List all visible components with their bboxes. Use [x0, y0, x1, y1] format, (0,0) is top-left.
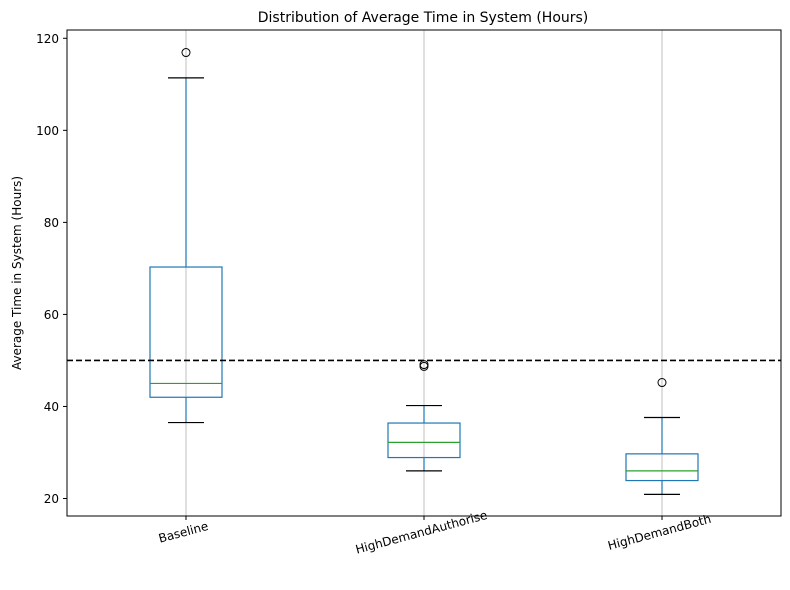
x-tick-label: HighDemandAuthorise — [354, 508, 489, 557]
box-group — [387, 360, 461, 472]
outlier-point — [181, 48, 191, 58]
y-tick-label: 40 — [44, 400, 59, 414]
y-tick-label: 60 — [44, 308, 59, 322]
box-group — [149, 48, 223, 424]
box-iqr — [387, 422, 461, 459]
box-iqr — [625, 453, 699, 482]
box-group — [625, 378, 699, 495]
grid-lines — [185, 30, 663, 516]
y-tick-label: 100 — [36, 124, 59, 138]
y-axis: 20 40 60 80 100 120 — [36, 32, 67, 506]
x-tick-label: Baseline — [157, 519, 210, 546]
y-axis-label: Average Time in System (Hours) — [10, 176, 24, 370]
x-axis: Baseline HighDemandAuthorise HighDemandBot… — [157, 508, 713, 557]
y-tick-label: 120 — [36, 32, 59, 46]
x-tick-label: HighDemandBoth — [606, 512, 712, 553]
box-series — [149, 48, 699, 495]
y-tick-label: 20 — [44, 492, 59, 506]
y-tick-label: 80 — [44, 216, 59, 230]
outlier-point — [657, 378, 667, 388]
chart-title: Distribution of Average Time in System (… — [258, 10, 589, 26]
box-iqr — [149, 266, 223, 398]
